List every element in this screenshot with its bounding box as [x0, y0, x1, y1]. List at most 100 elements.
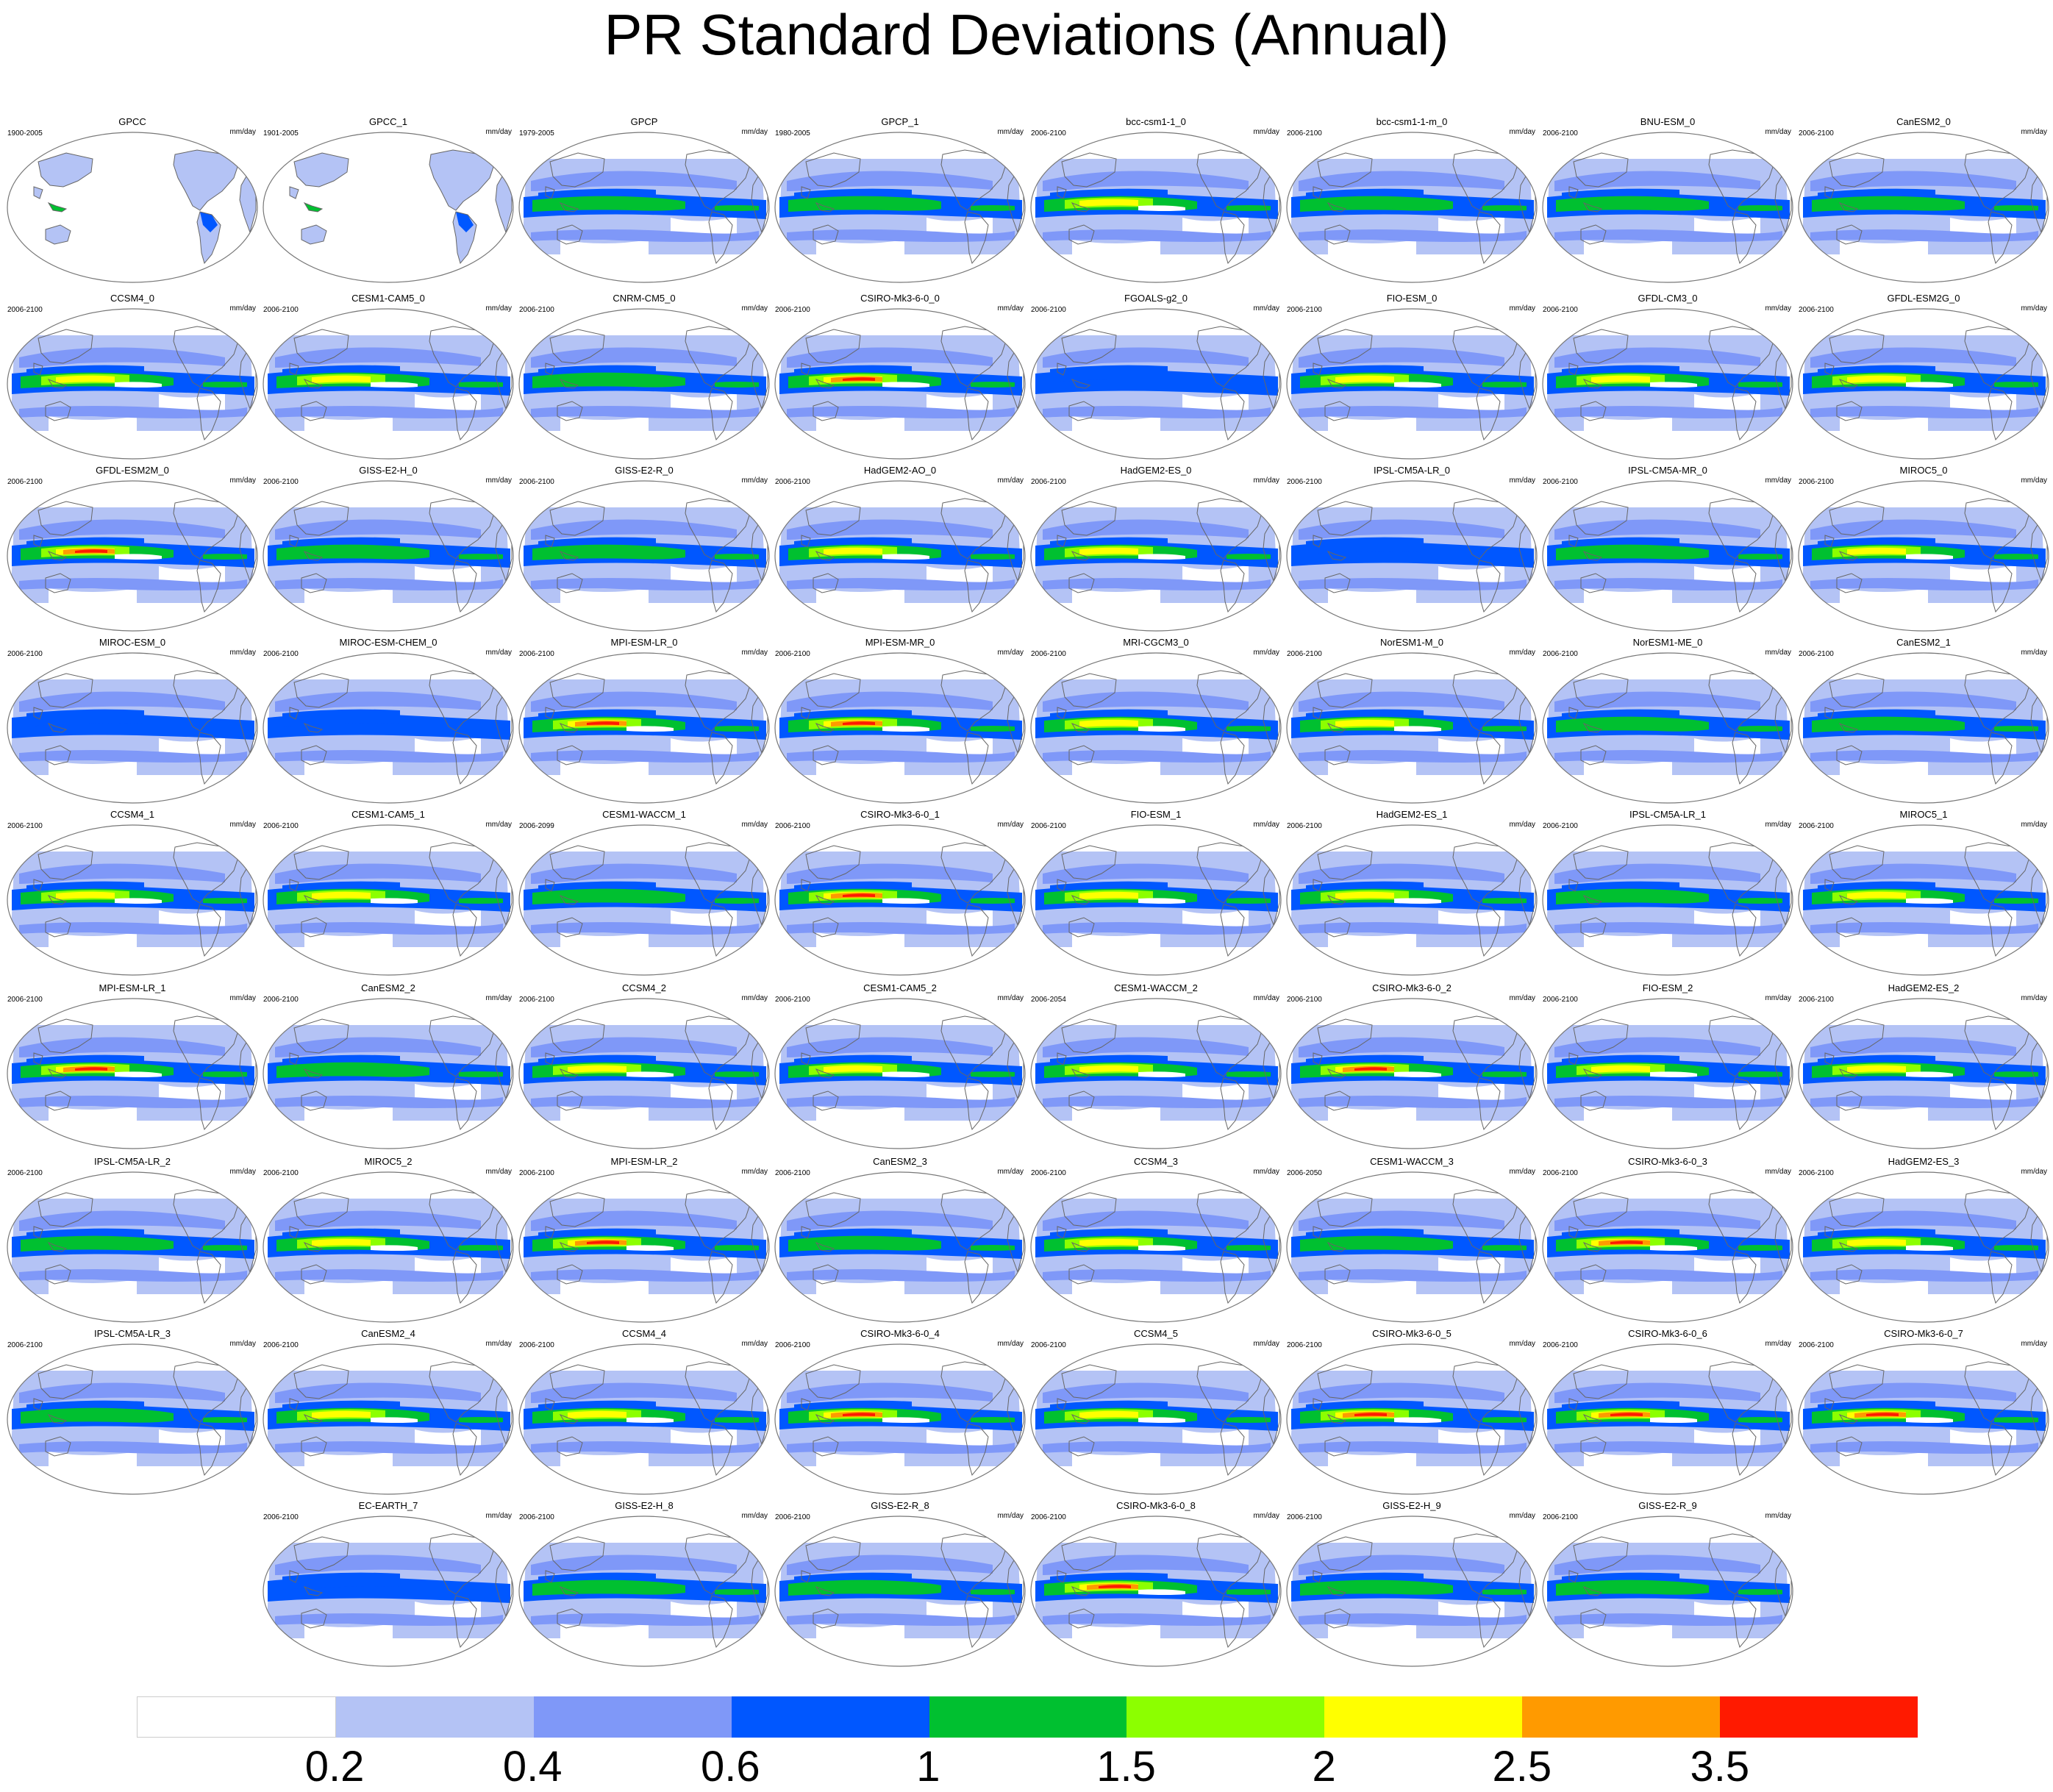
field-contour [1138, 554, 1185, 560]
coastline [47, 550, 68, 561]
coastline [303, 1241, 324, 1252]
coastline [557, 1090, 583, 1111]
coastline [1220, 560, 1245, 613]
panel-title: CanESM2_3 [873, 1156, 927, 1167]
field-contour [1227, 1417, 1271, 1423]
map-panel: MPI-ESM-MR_0 2006-2100 mm/day [772, 637, 1028, 807]
map-frame [774, 1516, 1026, 1667]
field-contour [1554, 1096, 1782, 1108]
map-panel: IPSL-CM5A-LR_0 2006-2100 mm/day [1284, 465, 1540, 635]
field-contour [971, 898, 1015, 904]
coastline [33, 707, 43, 720]
field-contour [787, 519, 993, 540]
panel-years: 2006-2100 [1543, 306, 1578, 314]
coastline [1317, 673, 1373, 708]
map-field [518, 132, 770, 283]
panel-title: MIROC5_0 [1899, 465, 1948, 476]
panel-title: CanESM2_0 [1896, 116, 1951, 127]
coastline [1829, 845, 1885, 880]
coastline [815, 1413, 835, 1424]
field-contour [531, 1096, 759, 1108]
field-contour [1591, 1065, 1650, 1073]
field-contour [26, 709, 144, 727]
coastline [557, 1608, 583, 1629]
panel-years: 2006-2100 [1799, 306, 1834, 314]
panel-units: mm/day [1253, 1168, 1279, 1176]
coastline [289, 535, 299, 548]
panel-years: 2006-2100 [519, 1169, 554, 1177]
coastline [47, 894, 68, 905]
coastline [1580, 573, 1607, 593]
panel-years: 2006-2100 [1031, 306, 1066, 314]
field-contour [532, 1579, 685, 1596]
coastline [45, 401, 71, 421]
coastline [1760, 832, 1777, 845]
field-contour [1906, 554, 1953, 560]
panel-years: 2006-2100 [519, 478, 554, 486]
coastline [480, 488, 498, 501]
map-frame [7, 480, 258, 632]
panel-years: 2006-2100 [1799, 478, 1834, 486]
coastline [47, 1241, 68, 1252]
coastline [38, 152, 93, 188]
coastline [1248, 1523, 1265, 1536]
field-contour [203, 1417, 247, 1423]
coastline [1732, 388, 1757, 441]
map-panel: CESM1-WACCM_3 2006-2050 mm/day [1284, 1156, 1540, 1327]
coastline [1504, 139, 1521, 152]
coastline [1068, 917, 1095, 938]
map-field [1798, 1343, 2049, 1495]
coastline [708, 732, 733, 785]
field-contour [1554, 750, 1782, 763]
map-frame [1798, 308, 2049, 460]
coastline [1220, 1251, 1245, 1304]
coastline [736, 139, 754, 152]
coastline [992, 660, 1010, 673]
map-field [1798, 998, 2049, 1149]
panel-units: mm/day [997, 304, 1024, 313]
map-field [7, 824, 258, 976]
map-frame [263, 1516, 514, 1667]
field-contour [275, 406, 503, 418]
panel-units: mm/day [741, 994, 768, 1002]
coastline [38, 673, 93, 708]
field-contour [531, 691, 737, 712]
map-frame [1286, 132, 1538, 283]
panel-years: 2006-2100 [1287, 1341, 1322, 1349]
panel-units: mm/day [229, 128, 256, 136]
map-frame [1798, 824, 2049, 976]
map-frame [7, 998, 258, 1149]
panel-title: CCSM4_0 [110, 293, 154, 304]
coastline [1476, 388, 1501, 441]
map-panel: CSIRO-Mk3-6-0_4 2006-2100 mm/day [772, 1328, 1028, 1499]
field-contour [275, 863, 481, 884]
field-contour [275, 691, 481, 712]
panel-years: 2006-2100 [263, 306, 299, 314]
map-frame [774, 652, 1026, 804]
map-frame [1030, 1171, 1282, 1323]
coastline [549, 152, 605, 188]
map-panel: CCSM4_1 2006-2100 mm/day [4, 809, 260, 979]
coastline [1836, 1264, 1863, 1285]
field-contour [1043, 1210, 1249, 1231]
coastline [801, 1570, 811, 1583]
coastline [1057, 1570, 1067, 1583]
panel-title: CSIRO-Mk3-6-0_6 [1628, 1328, 1707, 1339]
coastline [1057, 879, 1067, 892]
panel-units: mm/day [1253, 304, 1279, 313]
coastline [38, 1364, 93, 1399]
coastline [1582, 1585, 1603, 1596]
coastline [1068, 401, 1095, 421]
colorbar-box [1522, 1696, 1721, 1738]
coastline [224, 1179, 242, 1192]
map-field [1798, 824, 2049, 976]
coastline [1324, 745, 1351, 765]
field-contour [531, 171, 737, 191]
field-contour [1650, 1071, 1697, 1077]
panel-years: 2006-2100 [1031, 478, 1066, 486]
coastline [559, 201, 579, 213]
colorbar-box [533, 1696, 732, 1738]
field-contour [1394, 1417, 1441, 1423]
coastline [2015, 1179, 2033, 1192]
coastline [992, 1179, 1010, 1192]
